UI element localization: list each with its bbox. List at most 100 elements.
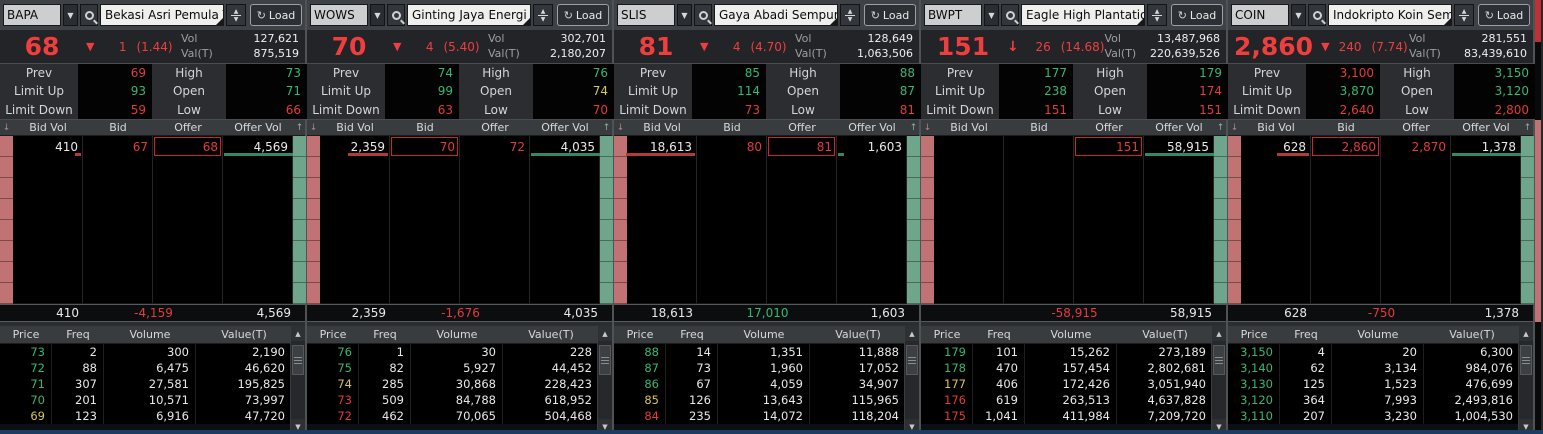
bid-column-header[interactable]: Bid [1337, 121, 1355, 134]
offer-column-header[interactable]: Offer [788, 121, 816, 134]
price-column-header[interactable]: Price [1240, 328, 1268, 341]
sort-descending-icon[interactable]: ↓ [309, 122, 318, 133]
offer-vol-cell[interactable]: 1,378 [1451, 136, 1521, 157]
offer-column-header[interactable]: Offer [174, 121, 202, 134]
price-column-header[interactable]: Price [12, 328, 40, 341]
company-name-field[interactable]: Bekasi Asri Pemula Tbk [100, 4, 224, 26]
bid-vol-cell[interactable]: 628 [1241, 136, 1311, 157]
scroll-up-button[interactable]: ▲ [598, 326, 612, 341]
ticker-input[interactable]: SLIS [617, 4, 675, 26]
bid-column-header[interactable]: Bid [416, 121, 434, 134]
volume-column-header[interactable]: Volume [1050, 328, 1092, 341]
search-button[interactable] [1001, 4, 1019, 26]
load-button[interactable]: ↻ Load [557, 4, 609, 26]
ticker-input[interactable]: COIN [1231, 4, 1289, 26]
company-name-field[interactable]: Gaya Abadi Sempurna Tb [714, 4, 838, 26]
bid-column-header[interactable]: Bid [723, 121, 741, 134]
sort-ascending-icon[interactable]: ↑ [1523, 122, 1532, 133]
price-column-header[interactable]: Price [319, 328, 347, 341]
bid-vol-column-header[interactable]: Bid Vol [950, 121, 988, 134]
offer-column-header[interactable]: Offer [481, 121, 509, 134]
expand-collapse-button[interactable]: ▲ ▼ [533, 4, 553, 26]
price-column-header[interactable]: Price [626, 328, 654, 341]
volume-column-header[interactable]: Volume [129, 328, 171, 341]
scrollbar-thumb[interactable] [599, 345, 611, 375]
value-column-header[interactable]: Value(T) [1142, 328, 1188, 341]
bid-vol-cell[interactable]: 2,359 [320, 136, 390, 157]
ticker-input[interactable]: BAPA [3, 4, 61, 26]
expand-collapse-button[interactable]: ▲ ▼ [840, 4, 860, 26]
sort-descending-icon[interactable]: ↓ [923, 122, 932, 133]
ticker-dropdown-button[interactable]: ▼ [677, 4, 692, 26]
ticker-dropdown-button[interactable]: ▼ [63, 4, 78, 26]
sort-ascending-icon[interactable]: ↑ [295, 122, 304, 133]
ticker-input[interactable]: BWPT [924, 4, 982, 26]
freq-column-header[interactable]: Freq [373, 328, 397, 341]
scroll-up-button[interactable]: ▲ [1212, 326, 1226, 341]
expand-collapse-button[interactable]: ▲ ▼ [1454, 4, 1474, 26]
offer-vol-column-header[interactable]: Offer Vol [1462, 121, 1510, 134]
offer-vol-column-header[interactable]: Offer Vol [541, 121, 589, 134]
bid-price-cell[interactable] [1004, 136, 1074, 157]
bid-column-header[interactable]: Bid [109, 121, 127, 134]
last-traded-price-box[interactable]: 68 [153, 136, 223, 157]
search-button[interactable] [80, 4, 98, 26]
offer-vol-cell[interactable]: 1,603 [837, 136, 907, 157]
value-column-header[interactable]: Value(T) [221, 328, 267, 341]
load-button[interactable]: ↻ Load [1478, 4, 1530, 26]
scroll-up-button[interactable]: ▲ [1519, 326, 1533, 341]
offer-vol-column-header[interactable]: Offer Vol [848, 121, 896, 134]
company-name-field[interactable]: Ginting Jaya Energi Tbk. [407, 4, 531, 26]
ticker-dropdown-button[interactable]: ▼ [984, 4, 999, 26]
sort-descending-icon[interactable]: ↓ [616, 122, 625, 133]
search-button[interactable] [1308, 4, 1326, 26]
last-traded-price-box[interactable]: 81 [767, 136, 837, 157]
offer-vol-cell[interactable]: 4,569 [223, 136, 293, 157]
offer-price-cell[interactable]: 72 [460, 136, 530, 157]
offer-vol-cell[interactable]: 58,915 [1144, 136, 1214, 157]
volume-column-header[interactable]: Volume [436, 328, 478, 341]
volume-column-header[interactable]: Volume [743, 328, 785, 341]
sort-descending-icon[interactable]: ↓ [2, 122, 11, 133]
offer-column-header[interactable]: Offer [1095, 121, 1123, 134]
offer-price-cell[interactable]: 2,870 [1381, 136, 1451, 157]
value-column-header[interactable]: Value(T) [528, 328, 574, 341]
ticker-input[interactable]: WOWS [310, 4, 368, 26]
scrollbar-thumb[interactable] [1520, 345, 1532, 375]
value-column-header[interactable]: Value(T) [835, 328, 881, 341]
sort-ascending-icon[interactable]: ↑ [1216, 122, 1225, 133]
bid-vol-column-header[interactable]: Bid Vol [29, 121, 67, 134]
freq-column-header[interactable]: Freq [987, 328, 1011, 341]
scrollbar[interactable]: ▲ ▼ [290, 326, 305, 434]
scroll-up-button[interactable]: ▲ [905, 326, 919, 341]
offer-vol-column-header[interactable]: Offer Vol [1155, 121, 1203, 134]
freq-column-header[interactable]: Freq [66, 328, 90, 341]
offer-vol-cell[interactable]: 4,035 [530, 136, 600, 157]
value-column-header[interactable]: Value(T) [1449, 328, 1495, 341]
bid-vol-column-header[interactable]: Bid Vol [336, 121, 374, 134]
company-name-field[interactable]: Indokripto Koin Semesta T [1328, 4, 1452, 26]
sort-ascending-icon[interactable]: ↑ [602, 122, 611, 133]
last-traded-price-box[interactable]: 151 [1074, 136, 1144, 157]
offer-vol-column-header[interactable]: Offer Vol [234, 121, 282, 134]
offer-column-header[interactable]: Offer [1402, 121, 1430, 134]
ticker-dropdown-button[interactable]: ▼ [1291, 4, 1306, 26]
bid-vol-cell[interactable] [934, 136, 1004, 157]
sort-descending-icon[interactable]: ↓ [1230, 122, 1239, 133]
volume-column-header[interactable]: Volume [1357, 328, 1399, 341]
company-name-field[interactable]: Eagle High Plantations Tbk [1021, 4, 1145, 26]
bid-vol-column-header[interactable]: Bid Vol [1257, 121, 1295, 134]
scrollbar-thumb[interactable] [906, 345, 918, 375]
scrollbar[interactable]: ▲ ▼ [1518, 326, 1533, 434]
scrollbar[interactable]: ▲ ▼ [1211, 326, 1226, 434]
load-button[interactable]: ↻ Load [864, 4, 916, 26]
bid-vol-column-header[interactable]: Bid Vol [643, 121, 681, 134]
bid-vol-cell[interactable]: 410 [13, 136, 83, 157]
search-button[interactable] [694, 4, 712, 26]
last-traded-price-box[interactable]: 2,860 [1311, 136, 1381, 157]
expand-collapse-button[interactable]: ▲ ▼ [1147, 4, 1167, 26]
bid-vol-cell[interactable]: 18,613 [626, 136, 697, 157]
load-button[interactable]: ↻ Load [1171, 4, 1223, 26]
load-button[interactable]: ↻ Load [250, 4, 302, 26]
scrollbar-thumb[interactable] [1213, 345, 1225, 375]
